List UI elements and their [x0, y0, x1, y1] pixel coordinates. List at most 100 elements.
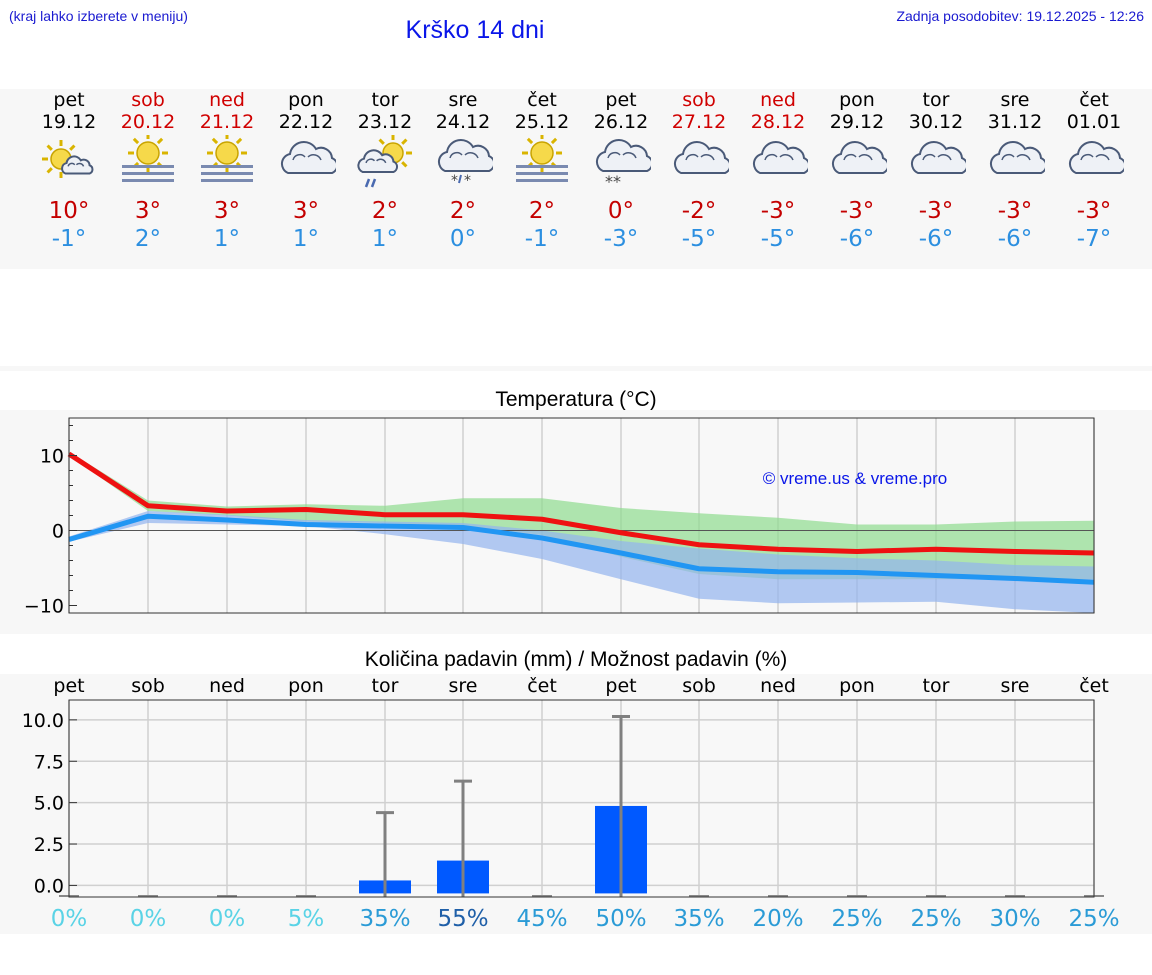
temp-max: -3° — [997, 198, 1033, 224]
svg-text:*: * — [451, 173, 458, 189]
day-date: 31.12 — [987, 111, 1043, 133]
day-name: čet — [1079, 89, 1109, 111]
day-date: 21.12 — [199, 111, 255, 133]
temp-min: -7° — [1076, 226, 1112, 252]
y-tick-label: −10 — [24, 596, 64, 618]
day-date: 27.12 — [671, 111, 727, 133]
cloud-icon — [831, 140, 887, 174]
weather-icon — [673, 140, 729, 174]
category-label: sre — [449, 675, 478, 697]
day-date: 23.12 — [357, 111, 413, 133]
precip-probability: 35% — [673, 906, 724, 932]
category-label: ned — [760, 675, 796, 697]
forecast-day: sre 31.12 — [976, 89, 1054, 133]
temp-max: 0° — [607, 198, 635, 224]
temp-max: 2° — [449, 198, 477, 224]
temp-max: -3° — [918, 198, 954, 224]
precip-probability: 50% — [595, 906, 646, 932]
plot-border — [68, 699, 1095, 898]
precip-probability: 35% — [359, 906, 410, 932]
precip-probability: 45% — [516, 906, 567, 932]
precip-probability: 5% — [288, 906, 325, 932]
min-range-band — [69, 511, 1094, 613]
watermark: © vreme.us & vreme.pro — [763, 469, 947, 488]
temp-chart-title: Temperatura (°C) — [495, 388, 657, 411]
cloud-icon — [910, 140, 966, 174]
weather-icon — [201, 135, 253, 182]
min-temp-line — [68, 513, 1095, 585]
day-date: 24.12 — [435, 111, 491, 133]
region-menu-hint[interactable]: (kraj lahko izberete v meniju) — [9, 8, 188, 24]
category-label: sre — [1001, 675, 1030, 697]
temp-max: 3° — [134, 198, 162, 224]
category-label: sob — [682, 675, 716, 697]
forecast-day: čet 01.01 — [1055, 89, 1133, 133]
forecast-day: ned 21.12 — [188, 89, 266, 133]
precip-probability: 0% — [209, 906, 246, 932]
precip-probability: 20% — [752, 906, 803, 932]
day-date: 01.01 — [1066, 111, 1122, 133]
y-tick-label: 2.5 — [34, 834, 64, 856]
cloud-icon — [280, 140, 336, 174]
category-label: tor — [372, 675, 399, 697]
sun-fog-icon — [516, 135, 568, 182]
day-name: pet — [605, 89, 637, 111]
y-tick-label: 0 — [52, 521, 64, 543]
day-date: 26.12 — [593, 111, 649, 133]
svg-text:**: ** — [605, 172, 621, 191]
category-label: tor — [923, 675, 950, 697]
weather-icon: ** — [437, 138, 493, 189]
temp-min: -1° — [51, 226, 87, 252]
temp-min: 1° — [371, 226, 399, 252]
category-label: pet — [605, 675, 636, 697]
weather-icon — [122, 135, 174, 182]
forecast-day: sre 24.12 — [424, 89, 502, 133]
category-label: pet — [53, 675, 84, 697]
sun-fog-icon — [122, 135, 174, 182]
day-name: sre — [1000, 89, 1030, 111]
weather-icon — [989, 140, 1045, 174]
temp-max: 2° — [371, 198, 399, 224]
category-label: ned — [209, 675, 245, 697]
y-tick-label: 0.0 — [34, 875, 64, 897]
temp-max: 10° — [48, 198, 90, 224]
day-name: pon — [839, 89, 875, 111]
category-label: čet — [527, 675, 557, 697]
weather-icon — [357, 135, 412, 188]
y-tick-label: 5.0 — [34, 793, 64, 815]
forecast-day: tor 23.12 — [346, 89, 424, 133]
temp-max: -3° — [839, 198, 875, 224]
temp-max: -2° — [681, 198, 717, 224]
temp-min: -5° — [681, 226, 717, 252]
forecast-day: pet 19.12 — [30, 89, 108, 133]
cloud-sleet-icon: * * — [437, 138, 493, 189]
day-date: 30.12 — [908, 111, 964, 133]
day-date: 29.12 — [829, 111, 885, 133]
precip-probability: 0% — [51, 906, 88, 932]
day-name: čet — [527, 89, 557, 111]
forecast-day: pon 29.12 — [818, 89, 896, 133]
category-label: pon — [288, 675, 324, 697]
last-update: Zadnja posodobitev: 19.12.2025 - 12:26 — [896, 8, 1144, 24]
category-label: sob — [131, 675, 165, 697]
cloud-icon — [989, 140, 1045, 174]
precip-probability: 55% — [437, 906, 488, 932]
weather-icon — [280, 140, 336, 174]
day-name: sob — [682, 89, 716, 111]
forecast-day: sob 20.12 — [109, 89, 187, 133]
page-title: Krško 14 dni — [405, 16, 545, 44]
weather-icon — [516, 135, 568, 182]
weather-icon — [1068, 140, 1124, 174]
precip-probability: 30% — [989, 906, 1040, 932]
category-label: čet — [1079, 675, 1109, 697]
temperature-chart: 10 0 −10 © vreme.us & vreme.pro — [24, 417, 1095, 618]
day-name: ned — [760, 89, 796, 111]
temp-min: 0° — [449, 226, 477, 252]
divider — [0, 366, 1152, 371]
day-date: 25.12 — [514, 111, 570, 133]
forecast-strip — [0, 89, 1152, 269]
temp-min: -5° — [760, 226, 796, 252]
temp-min: 2° — [134, 226, 162, 252]
day-date: 22.12 — [278, 111, 334, 133]
weather-icon — [910, 140, 966, 174]
